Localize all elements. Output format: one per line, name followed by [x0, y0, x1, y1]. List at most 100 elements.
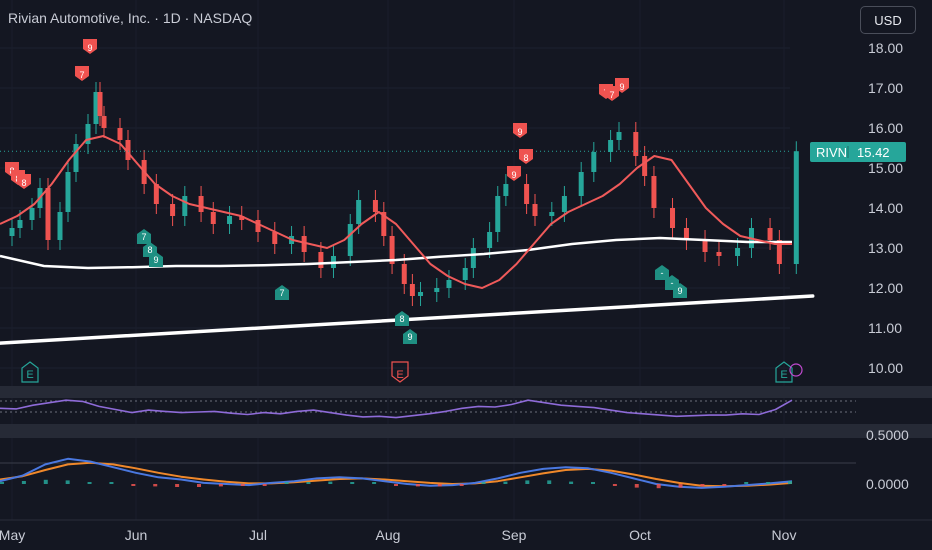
candle-body: [372, 200, 378, 212]
sell-signal-marker-shape: [605, 86, 619, 101]
currency-button[interactable]: USD: [860, 6, 916, 34]
macd-histogram-bar: [591, 482, 595, 484]
candle-body: [670, 208, 676, 228]
sell-signal-marker-shape: [83, 39, 97, 54]
moving-averages: [0, 135, 792, 289]
time-axis-label: May: [0, 527, 25, 543]
macd-histogram-bar: [65, 480, 70, 484]
candle-body: [633, 132, 639, 156]
macd-histogram-bar: [240, 484, 245, 486]
sell-signal-marker: 9: [507, 166, 521, 181]
candle-body: [210, 212, 216, 224]
candle-body: [101, 116, 107, 128]
price-axis-label: 13.00: [868, 240, 903, 256]
sell-signal-marker-label: 8: [21, 178, 26, 188]
sell-signal-marker: 8: [519, 149, 533, 164]
candle-body: [549, 212, 555, 216]
macd-histogram-bar: [459, 484, 464, 486]
macd-histogram-bar: [722, 484, 727, 486]
candle-body: [227, 216, 233, 224]
sell-signal-marker: 8: [17, 174, 31, 189]
candle-body: [793, 151, 799, 264]
sell-signal-marker-shape: [17, 174, 31, 189]
buy-signal-marker-label: -: [671, 278, 674, 288]
candle-body: [182, 196, 188, 216]
candle-body: [591, 152, 597, 172]
signal-markers: 97888989779789789--9: [5, 39, 687, 344]
candle-body: [389, 236, 395, 264]
dividend-marker: [789, 363, 803, 377]
buy-signal-marker: 8: [143, 242, 157, 257]
candle-body: [29, 208, 35, 220]
earnings-marker-label: E: [26, 369, 33, 381]
buy-signal-marker-shape: [673, 283, 687, 298]
candle-body: [239, 216, 245, 220]
price-axis-label: 16.00: [868, 120, 903, 136]
buy-signal-marker-label: -: [661, 268, 664, 278]
last-price-tag: RIVN 15.42: [810, 142, 906, 162]
macd-histogram-bar: [437, 484, 442, 487]
ema-line: [0, 135, 792, 289]
macd-histogram-bar: [481, 482, 486, 484]
rsi-pane-band-top: [0, 386, 932, 398]
buy-signal-marker-shape: [395, 311, 409, 326]
price-axis-label: 18.00: [868, 40, 903, 56]
candle-body: [198, 196, 204, 212]
sell-signal-marker-shape: [513, 123, 527, 138]
buy-signal-marker-label: 8: [147, 245, 152, 255]
sell-signal-marker-label: 9: [517, 127, 522, 137]
candle-body: [347, 224, 353, 256]
macd-histogram-bar: [788, 481, 792, 484]
candle-body: [462, 268, 468, 280]
buy-signal-marker-label: 9: [677, 286, 682, 296]
macd-histogram-bar: [766, 482, 771, 484]
candle-body: [487, 232, 493, 248]
macd-histogram-bar: [503, 481, 508, 484]
macd-histogram-bar: [328, 481, 333, 484]
earnings-marker-label: E: [396, 369, 403, 381]
candle-body: [616, 132, 622, 140]
macd-histogram-bar: [306, 482, 311, 484]
candle-body: [17, 220, 23, 228]
buy-signal-marker-shape: [403, 329, 417, 344]
macd-histogram-bar: [43, 479, 48, 484]
candle-body: [401, 264, 407, 284]
candle-body: [381, 212, 387, 236]
candle-body: [776, 240, 782, 264]
candle-body: [651, 176, 657, 208]
candle-body: [608, 140, 614, 152]
buy-signal-marker-shape: [137, 229, 151, 244]
macd-histogram-bar: [131, 484, 136, 486]
candle-body: [356, 200, 362, 224]
candle-body: [683, 228, 689, 240]
buy-signal-marker: 9: [403, 329, 417, 344]
candle-body: [524, 184, 530, 204]
candle-body: [495, 196, 501, 232]
price-axis-label: 11.00: [868, 320, 902, 336]
sell-signal-marker-shape: [75, 66, 89, 81]
sell-signal-marker-label: 7: [609, 90, 614, 100]
sell-signal-marker: 9: [513, 123, 527, 138]
rsi-line: [0, 399, 793, 419]
candle-body: [702, 240, 708, 252]
macd-axis-label: 0.0000: [866, 476, 909, 492]
candle-body: [93, 92, 99, 124]
candle-body: [409, 284, 415, 296]
sell-signal-marker: 7: [605, 86, 619, 101]
buy-signal-marker: 8: [395, 311, 409, 326]
price-axis-label: 17.00: [868, 80, 903, 96]
macd-axis-label: 0.5000: [866, 427, 909, 443]
macd-histogram-bar: [547, 480, 552, 484]
price-tag-value: 15.42: [857, 145, 890, 160]
buy-signal-marker-shape: [275, 285, 289, 300]
buy-signal-marker-label: 7: [279, 288, 284, 298]
earnings-marker: E: [775, 361, 793, 383]
buy-signal-marker: 7: [275, 285, 289, 300]
candle-body: [532, 204, 538, 216]
macd-histogram-bar: [197, 484, 201, 487]
buy-signal-marker: 7: [137, 229, 151, 244]
sell-signal-marker-label: 7: [79, 70, 84, 80]
price-axis-label: 15.00: [868, 160, 903, 176]
macd-histogram-bar: [284, 482, 289, 484]
